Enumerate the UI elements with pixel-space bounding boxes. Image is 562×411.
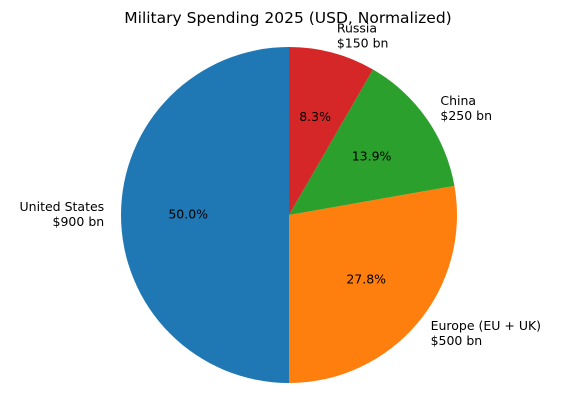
pie-outer-label: Russia $150 bn: [337, 20, 389, 50]
pie-outer-label: United States $900 bn: [20, 199, 105, 229]
pie-percent-label: 50.0%: [168, 207, 208, 222]
pie-outer-label: China $250 bn: [440, 93, 492, 123]
pie-slices: [121, 47, 458, 383]
pie-slice-amount: $250 bn: [440, 108, 492, 123]
pie-slice-china: [289, 69, 455, 216]
pie-slice-russia: [289, 47, 373, 215]
pie-percent-label: 13.9%: [352, 149, 392, 164]
pie-slice-name: United States: [20, 199, 105, 214]
pie-percent-label: 27.8%: [346, 271, 386, 286]
pie-slice-name: China: [440, 93, 476, 108]
pie-slice-name: Europe (EU + UK): [431, 318, 542, 333]
chart-title: Military Spending 2025 (USD, Normalized): [124, 9, 451, 27]
pie-labels: 50.0% United States $900 bn 27.8% Europe (EU…: [20, 20, 542, 347]
pie-slice-amount: $900 bn: [53, 214, 105, 229]
pie-percent-label: 8.3%: [299, 109, 331, 124]
pie-slice-name: Russia: [337, 20, 377, 35]
pie-slice-amount: $150 bn: [337, 35, 389, 50]
pie-slice-amount: $500 bn: [431, 333, 483, 348]
pie-slice-united-states: [121, 47, 289, 383]
pie-slice-europe-eu-uk: [289, 185, 458, 383]
pie-outer-label: Europe (EU + UK) $500 bn: [431, 318, 542, 348]
